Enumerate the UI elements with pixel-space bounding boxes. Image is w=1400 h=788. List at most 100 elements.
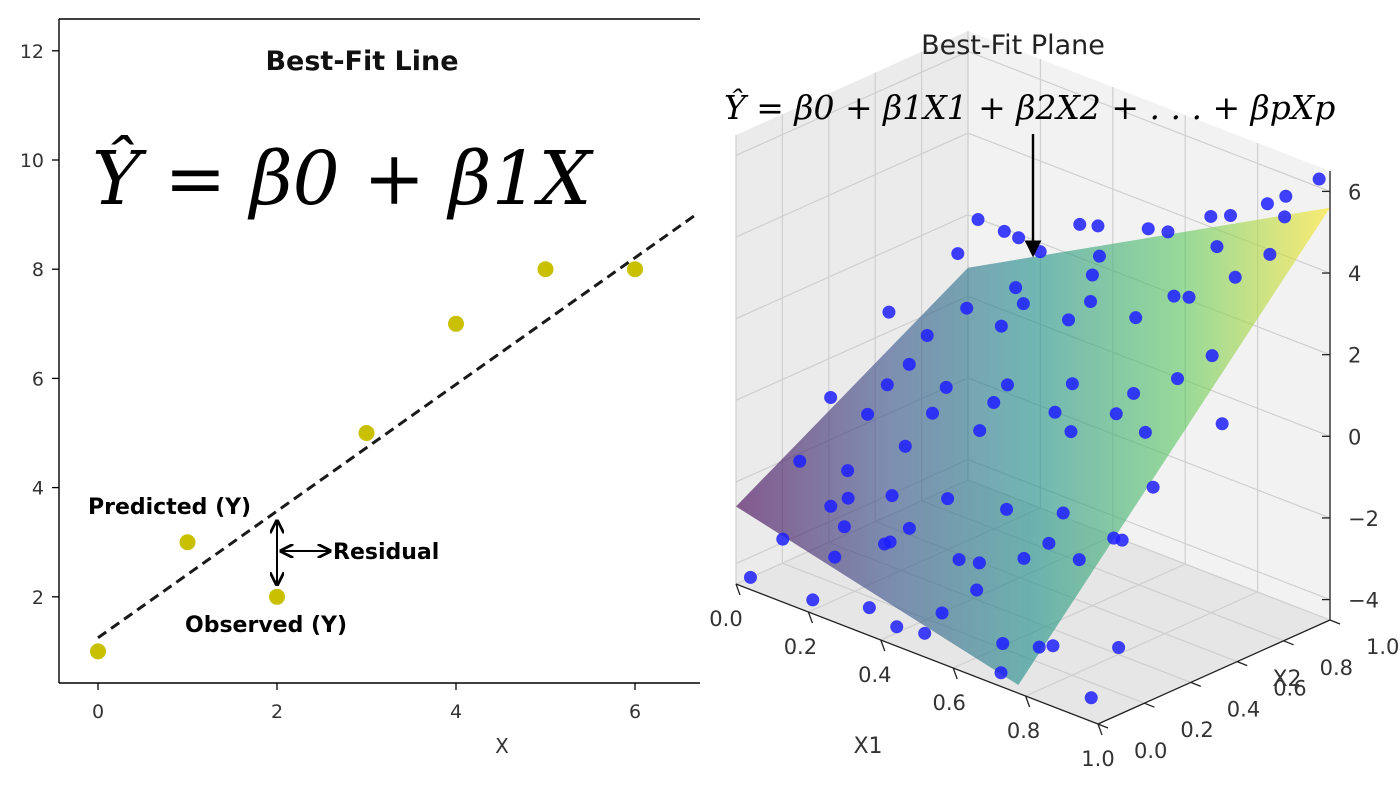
data-point <box>1215 417 1229 431</box>
data-point <box>537 261 554 278</box>
data-point <box>935 606 949 620</box>
data-point <box>1056 506 1070 520</box>
data-point <box>997 224 1011 238</box>
data-point <box>1065 377 1079 391</box>
data-point <box>1279 189 1293 203</box>
x1-tick-label: 0.8 <box>1007 719 1040 743</box>
data-point <box>806 593 820 607</box>
data-point <box>1127 386 1141 400</box>
data-point <box>939 380 953 394</box>
data-point <box>1112 640 1126 654</box>
x-tick-label: 4 <box>450 701 462 723</box>
data-point <box>841 491 855 505</box>
x-tick-label: 2 <box>271 701 283 723</box>
data-point <box>971 213 985 227</box>
data-point <box>743 570 757 584</box>
x2-tick-label: 0.6 <box>1273 677 1306 701</box>
data-point <box>960 301 974 315</box>
data-point <box>1167 289 1181 303</box>
z-tick-label: 0 <box>1348 425 1361 449</box>
data-point <box>902 521 916 535</box>
chart-title: Best-Fit Plane <box>921 30 1105 61</box>
data-point <box>1064 425 1078 439</box>
x1-tick <box>1024 695 1031 708</box>
x1-tick <box>952 667 958 680</box>
x1-tick-label: 0.6 <box>932 691 965 715</box>
z-tick-label: −2 <box>1348 507 1379 531</box>
data-point <box>1138 425 1152 439</box>
y-tick-label: 10 <box>20 150 44 172</box>
y-tick-label: 6 <box>32 368 44 390</box>
z-tick-label: −4 <box>1348 589 1379 613</box>
x1-tick <box>1097 723 1103 736</box>
annotation-predicted: Predicted (Y) <box>88 495 251 520</box>
data-point <box>1017 551 1031 565</box>
x1-tick-label: 0.0 <box>709 607 742 631</box>
data-point <box>925 406 939 420</box>
data-point <box>776 532 790 546</box>
back-gridline <box>967 50 1331 192</box>
data-point <box>824 499 838 513</box>
data-point <box>1224 208 1237 222</box>
data-point <box>1205 349 1219 363</box>
x1-tick-label: 0.4 <box>858 663 891 687</box>
x-tick-label: 6 <box>629 701 641 723</box>
z-tick-label: 4 <box>1348 262 1361 286</box>
data-point <box>1042 536 1056 550</box>
data-point <box>862 601 876 615</box>
data-point <box>952 553 966 567</box>
x-tick-label: 0 <box>92 701 104 723</box>
x2-tick <box>1329 619 1341 625</box>
data-point <box>1312 172 1326 186</box>
data-point <box>1204 209 1218 223</box>
x-axis-label: X <box>495 734 509 758</box>
data-point <box>1084 295 1098 309</box>
data-point <box>1161 225 1175 239</box>
data-point <box>179 534 196 551</box>
data-point <box>885 489 899 503</box>
data-point <box>880 378 894 392</box>
data-point <box>1000 502 1014 516</box>
x2-tick-label: 0.0 <box>1134 739 1167 763</box>
equation: Ŷ = β0 + β1X1 + β2X2 + . . . + βpXp <box>724 87 1335 127</box>
x2-tick-label: 0.4 <box>1227 697 1260 721</box>
data-point <box>269 588 285 605</box>
data-point <box>1182 290 1196 304</box>
data-point <box>861 407 875 421</box>
data-point <box>878 537 891 551</box>
data-point <box>996 637 1010 651</box>
best-fit-line <box>97 212 699 639</box>
data-point <box>1263 247 1277 261</box>
data-point <box>1146 480 1160 494</box>
x2-tick <box>1144 702 1155 708</box>
data-point <box>1278 210 1292 224</box>
left-gridline <box>735 50 969 156</box>
data-point <box>824 390 838 404</box>
data-point <box>1073 217 1087 231</box>
z-tick-label: 2 <box>1348 344 1361 368</box>
data-point <box>1046 639 1060 653</box>
x2-tick-label: 0.8 <box>1320 656 1353 680</box>
x2-axis-label: X2 <box>1272 667 1301 692</box>
x2-tick <box>1236 660 1248 667</box>
equation: Ŷ = β0 + β1X <box>92 134 595 222</box>
data-point <box>1033 245 1047 259</box>
data-point <box>627 261 643 278</box>
data-point <box>994 666 1008 680</box>
x2-tick-label: 1.0 <box>1366 635 1399 659</box>
chart-title: Best-Fit Line <box>265 46 458 77</box>
data-point <box>1072 553 1086 567</box>
data-point <box>920 328 934 342</box>
data-point <box>1084 691 1098 705</box>
data-point <box>1085 268 1099 282</box>
data-point <box>358 425 375 441</box>
x1-tick <box>807 611 814 624</box>
x1-tick-label: 0.2 <box>784 635 817 659</box>
x2-tick <box>1097 723 1109 729</box>
data-point <box>1107 531 1121 545</box>
data-point <box>1009 281 1023 295</box>
x2-tick-label: 0.2 <box>1180 718 1213 742</box>
data-point <box>448 315 464 332</box>
